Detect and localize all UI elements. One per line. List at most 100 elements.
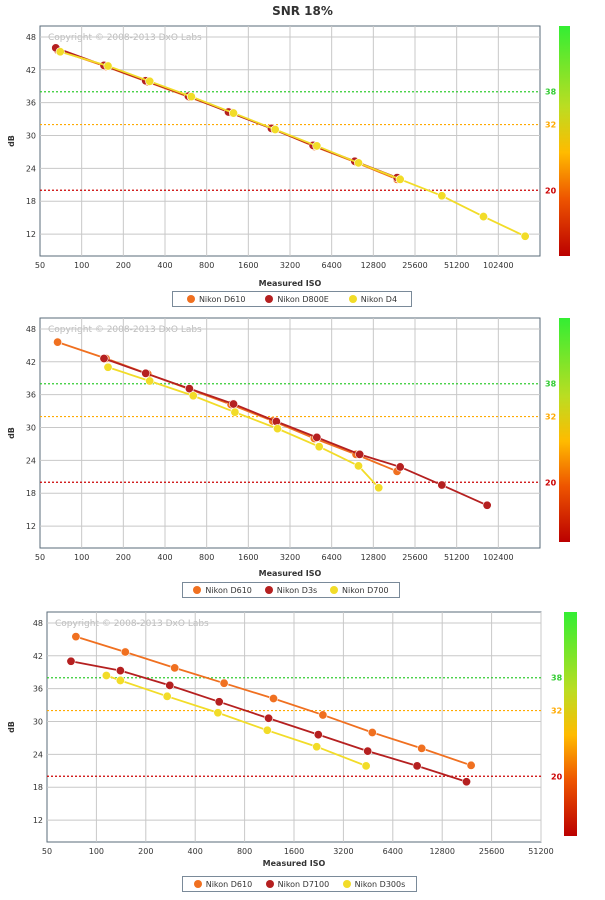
watermark: Copyright © 2008-2013 DxO Labs <box>48 33 202 43</box>
data-point <box>115 666 125 676</box>
y-tick-label: 18 <box>26 197 36 206</box>
x-tick-label: 400 <box>157 261 172 270</box>
x-tick-label: 400 <box>188 847 203 856</box>
data-point <box>395 174 405 184</box>
x-tick-label: 102400 <box>483 261 514 270</box>
data-point <box>482 500 492 510</box>
legend-marker <box>193 586 202 594</box>
legend-label: Nikon D610 <box>198 294 246 304</box>
data-point <box>145 76 155 86</box>
data-point <box>314 442 324 452</box>
y-tick-label: 30 <box>26 424 36 433</box>
y-tick-label: 42 <box>26 66 36 75</box>
data-point <box>312 742 322 752</box>
reference-label: 20 <box>551 772 563 781</box>
legend-label: Nikon D700 <box>342 585 389 595</box>
legend-1: Nikon D610 Nikon D800E Nikon D4 <box>172 291 412 307</box>
legend-label: Nikon D800E <box>277 294 329 304</box>
series-line <box>107 366 380 489</box>
x-tick-label: 3200 <box>333 847 353 856</box>
x-axis-label: Measured ISO <box>259 569 322 578</box>
reference-label: 38 <box>545 88 557 97</box>
x-tick-label: 400 <box>157 553 172 562</box>
y-tick-label: 48 <box>33 619 43 628</box>
reference-label: 32 <box>551 707 562 716</box>
data-point <box>230 407 240 417</box>
y-axis-label: dB <box>7 721 16 733</box>
x-tick-label: 102400 <box>483 553 514 562</box>
x-tick-label: 200 <box>116 261 131 270</box>
x-tick-label: 50 <box>35 261 45 270</box>
legend-marker <box>265 880 274 888</box>
x-tick-label: 200 <box>138 847 153 856</box>
watermark: Copyright © 2008-2013 DxO Labs <box>48 325 202 335</box>
data-point <box>520 231 530 241</box>
data-point <box>417 743 427 753</box>
chart-panel-3: Copyright © 2008-2013 DxO Labs 50 100 200 40… <box>0 600 605 892</box>
data-point <box>115 675 125 685</box>
y-tick-label: 24 <box>26 164 36 173</box>
legend-entry: Nikon D610 <box>193 586 252 595</box>
x-tick-label: 1600 <box>284 847 304 856</box>
data-point <box>170 663 180 673</box>
data-point <box>412 761 422 771</box>
y-tick-label: 18 <box>33 783 43 792</box>
data-point <box>437 480 447 490</box>
data-point <box>186 92 196 102</box>
data-point <box>355 449 365 459</box>
x-tick-label: 12800 <box>361 553 386 562</box>
y-tick-label: 18 <box>26 489 36 498</box>
x-tick-label: 25600 <box>402 261 427 270</box>
color-scale-bar <box>559 26 570 256</box>
legend-entry: Nikon D7100 <box>265 880 329 889</box>
y-tick-label: 48 <box>26 325 36 334</box>
legend-marker <box>330 586 339 594</box>
x-axis-label: Measured ISO <box>263 859 326 868</box>
data-point <box>270 125 280 135</box>
y-tick-label: 36 <box>26 99 36 108</box>
x-tick-label: 6400 <box>321 553 341 562</box>
legend-marker <box>265 295 274 303</box>
data-point <box>188 391 198 401</box>
data-point <box>262 725 272 735</box>
x-tick-label: 25600 <box>479 847 504 856</box>
legend-entry: Nikon D800E <box>265 295 329 304</box>
watermark: Copyright © 2008-2013 DxO Labs <box>55 619 209 629</box>
x-tick-label: 50 <box>35 553 45 562</box>
data-point <box>478 212 488 222</box>
legend-entry: Nikon D610 <box>186 294 246 304</box>
series-line <box>103 357 488 507</box>
data-point <box>353 461 363 471</box>
x-tick-label: 200 <box>116 553 131 562</box>
data-point <box>313 730 323 740</box>
color-scale-bar <box>564 612 577 836</box>
x-tick-label: 51200 <box>444 261 469 270</box>
data-point <box>103 61 113 71</box>
y-tick-label: 36 <box>26 391 36 400</box>
data-point <box>71 632 81 642</box>
color-scale-bar <box>559 318 570 542</box>
chart-panel-1: Copyright © 2008-2013 DxO Labs 50 100 200 40… <box>0 0 605 307</box>
reference-label: 20 <box>545 478 557 487</box>
reference-label: 20 <box>545 186 557 195</box>
x-tick-label: 100 <box>74 261 89 270</box>
legend-entry: Nikon D300s <box>342 879 406 889</box>
data-point <box>145 376 155 386</box>
y-axis-label: dB <box>7 135 16 147</box>
data-point <box>312 141 322 151</box>
reference-label: 32 <box>545 121 556 130</box>
reference-label: 38 <box>551 674 563 683</box>
data-point <box>228 108 238 118</box>
legend-marker <box>186 295 195 303</box>
x-tick-label: 6400 <box>383 847 403 856</box>
legend-label: Nikon D300s <box>354 879 406 889</box>
x-tick-label: 800 <box>237 847 252 856</box>
x-tick-label: 12800 <box>429 847 454 856</box>
data-point <box>184 384 194 394</box>
legend-2: Nikon D610 Nikon D3s Nikon D700 <box>182 582 400 598</box>
data-point <box>437 191 447 201</box>
legend-3: Nikon D610 Nikon D7100 Nikon D300s <box>182 876 417 892</box>
x-tick-label: 12800 <box>361 261 386 270</box>
y-tick-label: 42 <box>33 652 43 661</box>
x-tick-label: 25600 <box>402 553 427 562</box>
